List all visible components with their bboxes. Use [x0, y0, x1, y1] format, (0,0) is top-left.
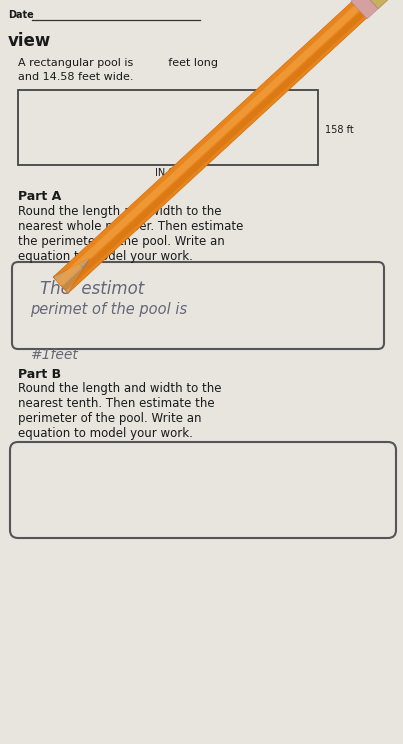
Text: Round the length and width to the: Round the length and width to the [18, 382, 222, 395]
FancyBboxPatch shape [12, 262, 384, 349]
Text: A rectangular pool is          feet long: A rectangular pool is feet long [18, 58, 218, 68]
Text: and 14.58 feet wide.: and 14.58 feet wide. [18, 72, 133, 82]
Text: 158 ft: 158 ft [325, 125, 354, 135]
Polygon shape [62, 0, 381, 291]
Text: Round the length and width to the: Round the length and width to the [18, 205, 222, 218]
Text: nearest whole number. Then estimate: nearest whole number. Then estimate [18, 220, 243, 233]
Text: Part A: Part A [18, 190, 61, 203]
Polygon shape [362, 0, 391, 9]
Text: Part B: Part B [18, 368, 61, 381]
Polygon shape [56, 0, 376, 286]
Text: view: view [8, 32, 51, 50]
Polygon shape [53, 258, 90, 293]
Polygon shape [351, 0, 378, 19]
Text: nearest tenth. Then estimate the: nearest tenth. Then estimate the [18, 397, 215, 410]
Polygon shape [53, 0, 383, 293]
FancyBboxPatch shape [10, 442, 396, 538]
Text: the perimeter of the pool. Write an: the perimeter of the pool. Write an [18, 235, 225, 248]
Text: IN ft: IN ft [155, 168, 175, 178]
Text: perimeter of the pool. Write an: perimeter of the pool. Write an [18, 412, 202, 425]
Text: Date: Date [8, 10, 34, 20]
Text: The  estimot: The estimot [40, 280, 144, 298]
Bar [18, 90, 318, 165]
Text: perimet of the pool is: perimet of the pool is [30, 302, 187, 317]
Text: equation to model your work.: equation to model your work. [18, 427, 193, 440]
Text: #1feet: #1feet [30, 348, 78, 362]
Text: equation to model your work.: equation to model your work. [18, 250, 193, 263]
Polygon shape [79, 258, 90, 269]
